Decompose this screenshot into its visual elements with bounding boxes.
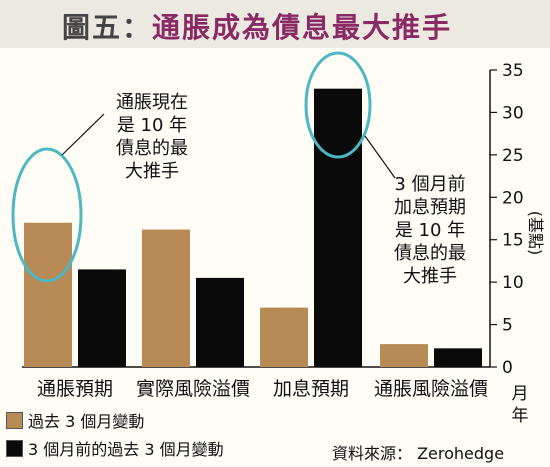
y-tick-label: 5 — [502, 316, 513, 336]
y-tick-label: 15 — [502, 231, 524, 251]
source-note: 資料來源： Zerohedge — [332, 444, 505, 463]
y-tick-label: 35 — [502, 61, 524, 81]
x-category-label: 通脹風險溢價 — [374, 378, 488, 400]
title-prefix: 圖五： — [62, 11, 153, 44]
annotation-left-line: 是 10 年 — [117, 115, 187, 136]
x-category-label: 加息預期 — [273, 378, 349, 400]
y-tick-label: 30 — [502, 103, 524, 123]
annotation-right-line: 債息的最 — [394, 243, 466, 264]
y-axis-label: (基點) — [526, 211, 545, 256]
x-axis-unit-label: 月年 — [511, 384, 529, 426]
y-tick-label: 0 — [502, 358, 513, 378]
bar-previous-2 — [196, 277, 244, 367]
highlight-ellipse-right — [304, 51, 372, 159]
title-main: 通脹成為債息最大推手 — [152, 11, 453, 44]
x-category-label: 通脹預期 — [37, 378, 113, 400]
bar-recent-1 — [24, 222, 72, 367]
y-tick-label: 25 — [502, 146, 524, 166]
bar-previous-1 — [78, 269, 126, 367]
legend-item-recent: 過去 3 個月變動 — [6, 408, 144, 432]
bar-recent-3 — [260, 307, 308, 367]
bar-recent-2 — [142, 229, 190, 367]
legend-swatch-recent — [6, 411, 23, 429]
highlight-ellipse-left — [11, 147, 83, 283]
annotation-left-line: 大推手 — [125, 161, 179, 182]
legend-label-previous: 3 個月前的過去 3 個月變動 — [28, 440, 224, 459]
annotation-right-line: 加息預期 — [394, 197, 466, 218]
x-category-label: 實際風險溢價 — [136, 378, 250, 400]
legend-swatch-previous — [6, 439, 23, 457]
annotation-left-line: 債息的最 — [116, 138, 188, 159]
bar-previous-4 — [434, 348, 482, 367]
annotation-leader-right — [364, 135, 396, 179]
annotation-leader-left — [61, 113, 105, 156]
annotation-right-line: 大推手 — [403, 266, 457, 287]
title-band — [0, 0, 550, 48]
legend-item-previous: 3 個月前的過去 3 個月變動 — [6, 436, 224, 460]
legend-label-recent: 過去 3 個月變動 — [28, 412, 145, 431]
bar-recent-4 — [380, 344, 428, 367]
chart-title: 圖五：通脹成為債息最大推手 — [62, 6, 452, 46]
y-tick-label: 10 — [502, 273, 524, 293]
annotation-left-line: 通脹現在 — [116, 92, 188, 113]
bar-previous-3 — [314, 88, 362, 367]
y-tick-label: 20 — [502, 188, 524, 208]
annotation-right-line: 是 10 年 — [395, 220, 465, 241]
annotation-right-line: 3 個月前 — [394, 174, 465, 195]
